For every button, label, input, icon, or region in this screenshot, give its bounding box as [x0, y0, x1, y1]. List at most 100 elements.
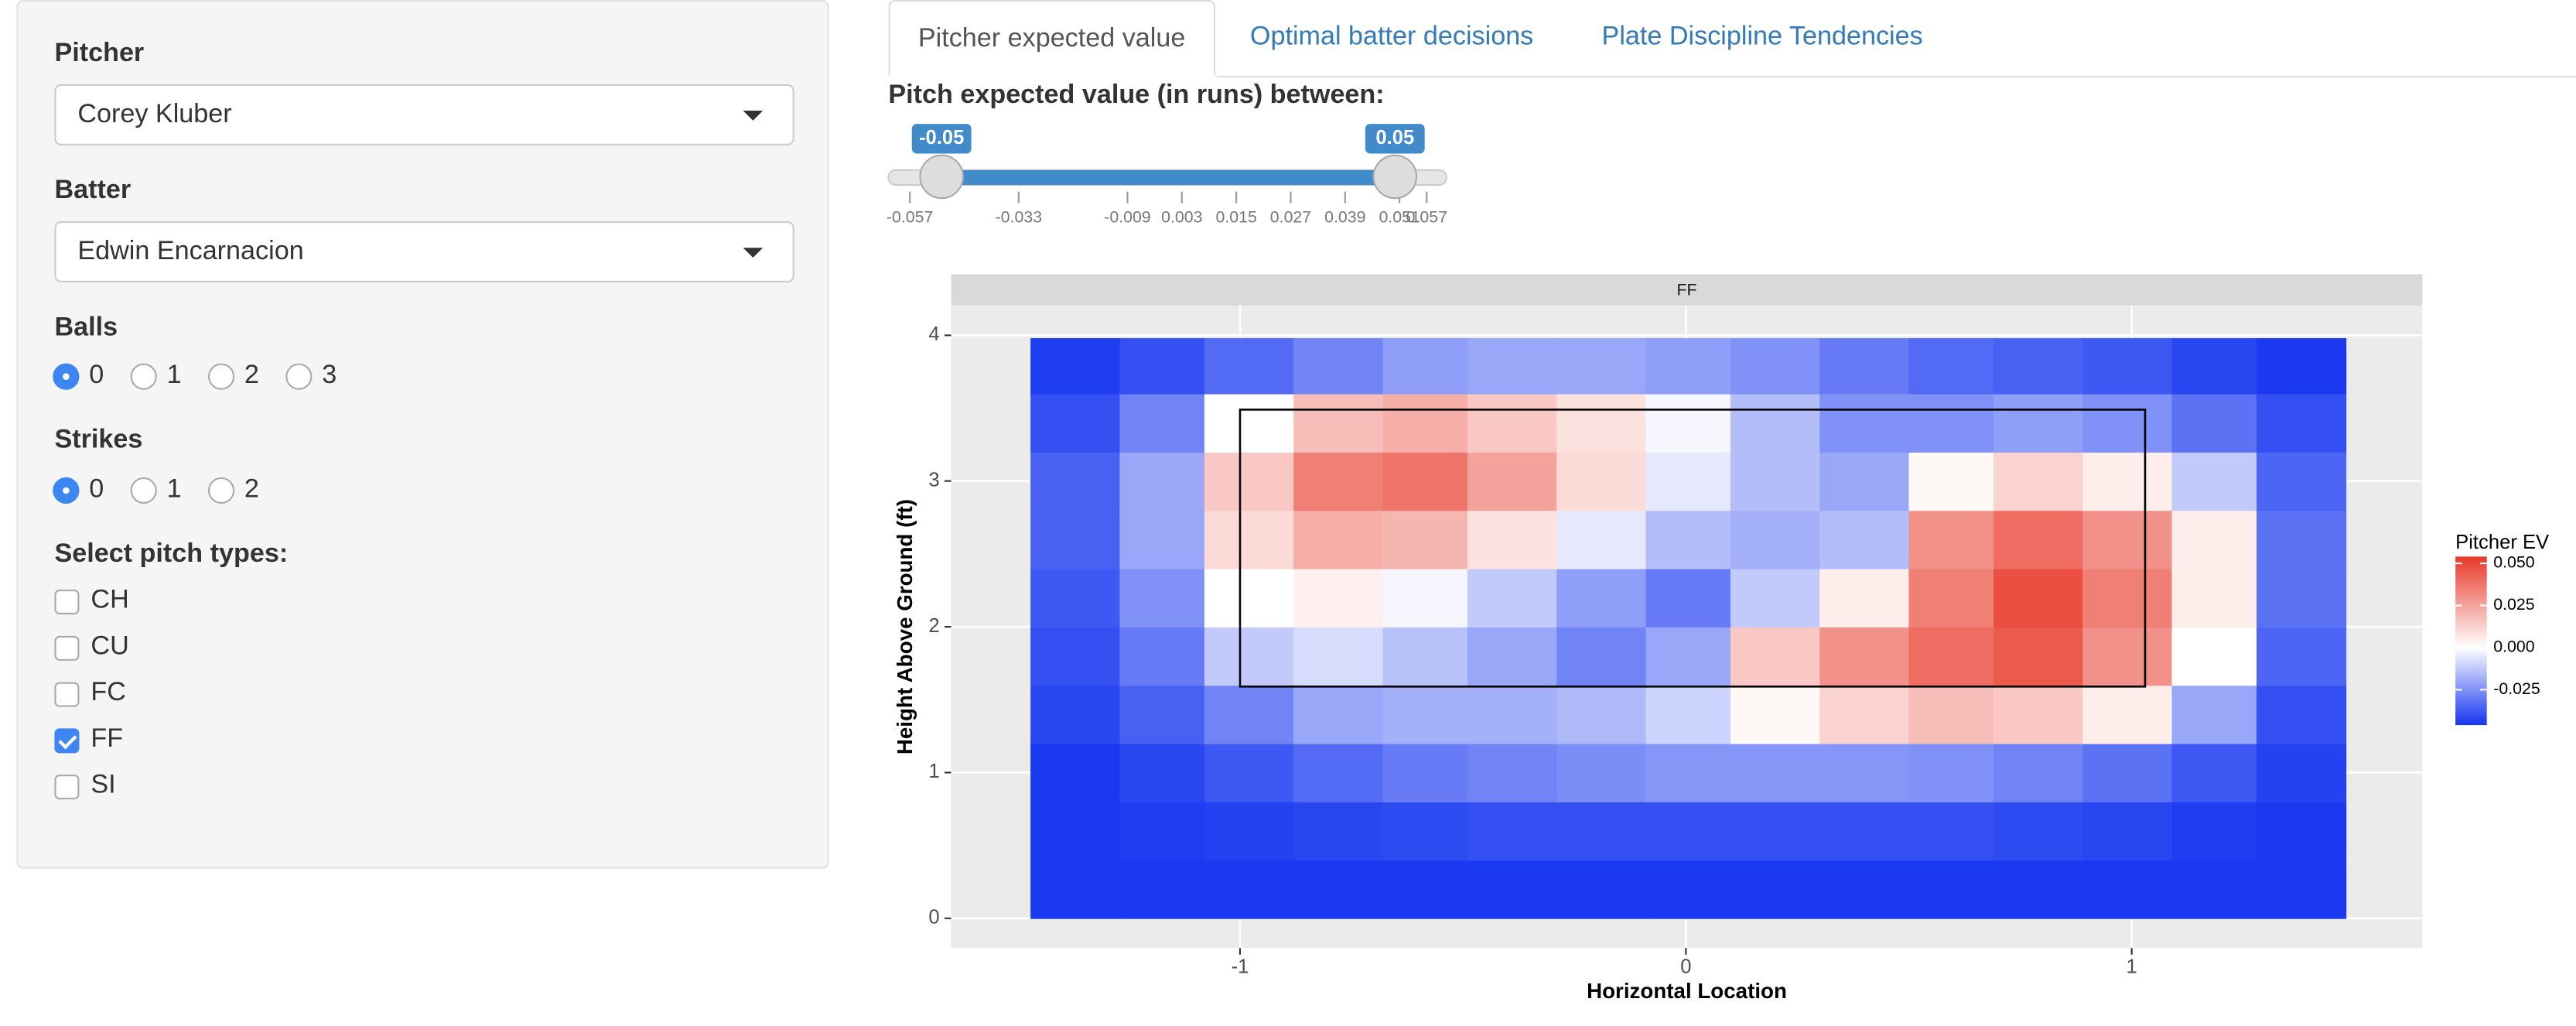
checkbox[interactable] [54, 588, 80, 614]
heat-cell [1119, 860, 1205, 919]
heat-cell [1030, 338, 1121, 395]
heat-cell [1467, 338, 1558, 395]
radio-label: 2 [244, 361, 259, 390]
heat-cell [1556, 627, 1647, 686]
radio-button[interactable] [130, 477, 157, 504]
heat-cell [2082, 393, 2173, 453]
heat-cell [1908, 802, 1994, 861]
radio-label: 3 [322, 361, 337, 390]
checkbox-label: FF [91, 725, 124, 754]
heat-cell [1382, 860, 1468, 919]
tab[interactable]: Optimal batter decisions [1249, 22, 1534, 52]
dropdown-caret [743, 248, 764, 258]
y-tick-label: 1 [928, 761, 939, 782]
heat-cell [1382, 393, 1468, 453]
checkbox[interactable] [54, 774, 80, 799]
checkbox-label: SI [91, 771, 116, 800]
heat-cell [1204, 685, 1295, 744]
heat-cell [1204, 393, 1295, 453]
balls-radio[interactable]: 3 [285, 361, 337, 391]
heat-cell [1293, 860, 1384, 919]
heat-cell [1993, 393, 2084, 453]
heat-cell [1730, 452, 1821, 511]
heat-cell [1730, 393, 1821, 453]
batter-select[interactable]: Edwin Encarnacion [54, 221, 794, 283]
checkbox[interactable] [54, 681, 80, 706]
tab[interactable]: Plate Discipline Tendencies [1601, 22, 1923, 52]
heat-cell [1293, 802, 1384, 861]
pitcher-label: Pitcher [54, 39, 145, 68]
heat-cell [1908, 510, 1994, 569]
heat-cell [1908, 568, 1994, 628]
tab[interactable]: Pitcher expected value [888, 0, 1215, 77]
heat-cell [1119, 627, 1205, 686]
slider-value-badge [1365, 124, 1425, 154]
heat-cell [2257, 802, 2347, 861]
heat-cell [1819, 393, 1910, 453]
tab-border [1217, 76, 2576, 78]
radio-label: 2 [244, 475, 259, 504]
slider-handle[interactable] [1372, 154, 1418, 200]
strikes-radio[interactable]: 2 [207, 475, 259, 505]
radio-button[interactable] [130, 363, 157, 390]
pitch-type-checkbox[interactable]: FF [54, 725, 123, 754]
pitch-type-checkbox[interactable]: CH [54, 587, 129, 616]
heat-cell [1293, 743, 1384, 802]
heat-cell [1908, 743, 1994, 802]
heat-cell [1730, 685, 1821, 744]
heat-cell [1993, 685, 2084, 744]
heat-cell [2257, 338, 2347, 395]
heat-cell [1556, 568, 1647, 628]
heat-cell [1908, 685, 1994, 744]
heat-cell [1556, 743, 1647, 802]
balls-radio[interactable]: 0 [53, 361, 104, 391]
radio-button[interactable] [207, 477, 235, 504]
slider-value-badge [911, 124, 972, 154]
heat-cell [1819, 338, 1910, 395]
slider-tick-label: 0.039 [1324, 207, 1365, 226]
heat-cell [1204, 802, 1295, 861]
strikes-radio[interactable]: 0 [53, 476, 104, 505]
heat-cell [1119, 338, 1205, 395]
heat-cell [1730, 338, 1821, 395]
heat-cell [1556, 338, 1647, 395]
heat-cell [1993, 860, 2084, 919]
pitcher-select[interactable]: Corey Kluber [54, 84, 794, 145]
checkbox[interactable] [54, 634, 80, 660]
heat-cell [1556, 685, 1647, 744]
heat-cell [1467, 510, 1558, 569]
radio-button[interactable] [285, 363, 313, 390]
radio-button[interactable] [53, 477, 80, 504]
strikes-radio[interactable]: 1 [130, 476, 182, 505]
radio-button[interactable] [53, 363, 80, 390]
heat-cell [2082, 685, 2173, 744]
slider-tick-label: -0.033 [996, 207, 1042, 226]
heat-cell [1467, 452, 1558, 511]
heat-cell [1119, 393, 1205, 453]
heat-cell [2082, 802, 2173, 861]
heat-cell [1993, 802, 2084, 861]
heat-cell [1204, 860, 1295, 919]
heat-cell [1382, 802, 1468, 861]
heat-cell [1645, 452, 1731, 511]
slider-tick-label: -0.057 [887, 207, 933, 226]
slider-handle[interactable] [919, 154, 965, 200]
balls-radio[interactable]: 1 [130, 361, 182, 391]
heat-cell [2082, 860, 2173, 919]
pitch-type-checkbox[interactable]: FC [54, 679, 126, 708]
balls-radio[interactable]: 2 [207, 361, 259, 391]
x-tick-label: -1 [1232, 956, 1249, 978]
heat-cell [2257, 568, 2347, 628]
radio-label: 0 [89, 475, 104, 504]
radio-button[interactable] [207, 363, 235, 390]
heat-cell [1030, 802, 1121, 861]
checkbox[interactable] [54, 727, 80, 753]
pitch-type-checkbox[interactable]: CU [54, 633, 129, 662]
heat-cell [1819, 568, 1910, 628]
heat-cell [2257, 860, 2347, 919]
heat-cell [2171, 627, 2257, 686]
heat-cell [2257, 452, 2347, 511]
pitch-type-checkbox[interactable]: SI [54, 771, 116, 801]
heat-cell [2082, 452, 2173, 511]
